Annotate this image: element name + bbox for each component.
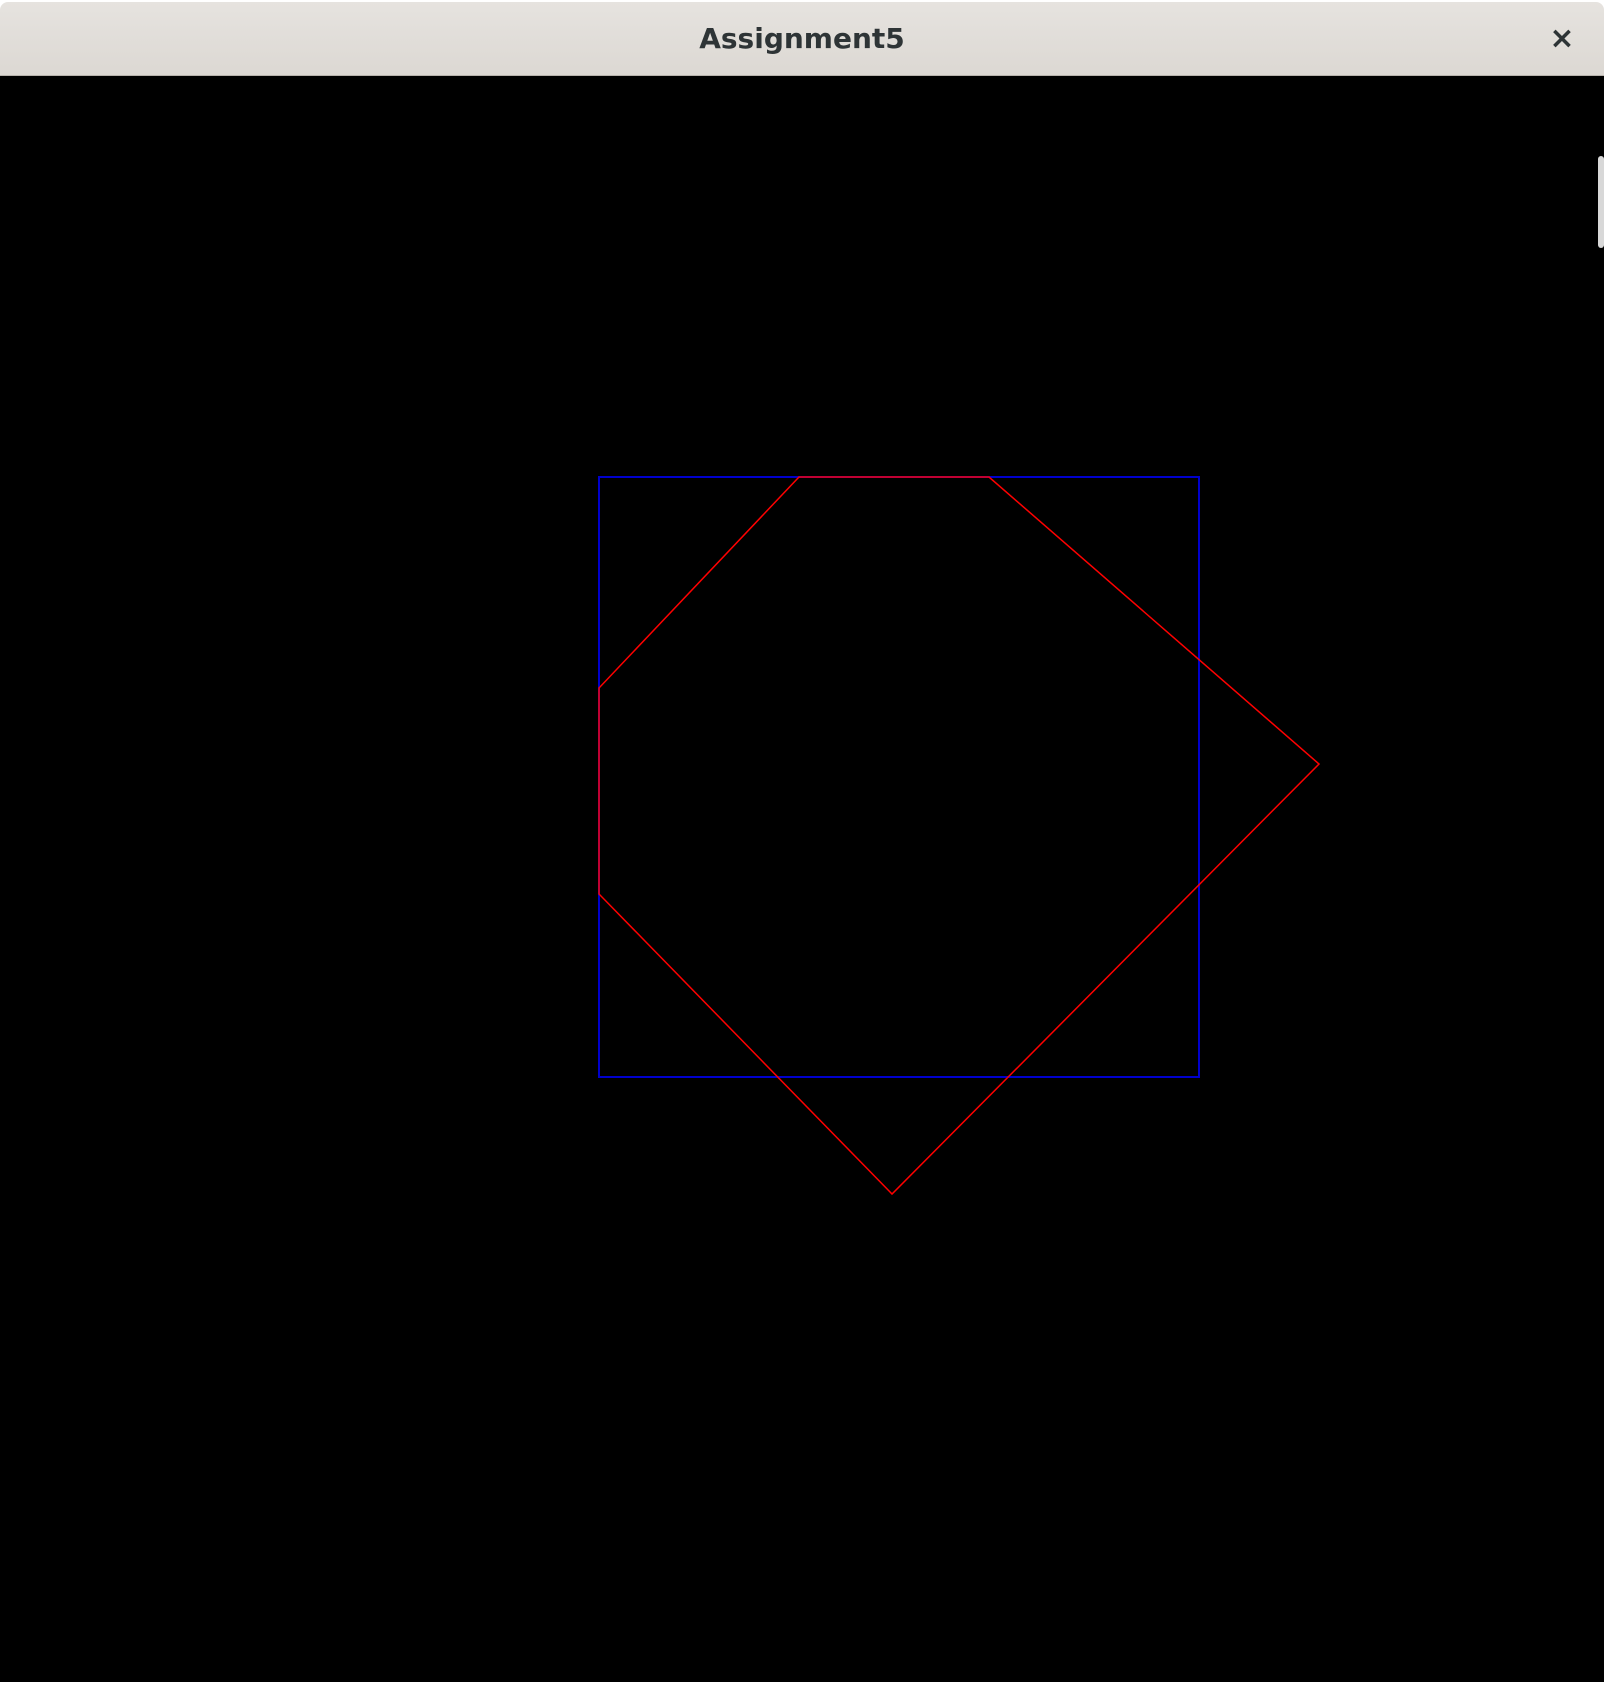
close-icon: ×: [1549, 21, 1575, 56]
title-bar[interactable]: Assignment5 ×: [0, 2, 1604, 76]
red-polygon: [598, 476, 1321, 1196]
drawing-canvas[interactable]: [0, 76, 1604, 1682]
close-button[interactable]: ×: [1542, 19, 1582, 59]
vertical-scrollbar[interactable]: [1598, 156, 1604, 248]
drawing-surface: [598, 476, 1321, 1196]
window-title: Assignment5: [699, 22, 905, 55]
